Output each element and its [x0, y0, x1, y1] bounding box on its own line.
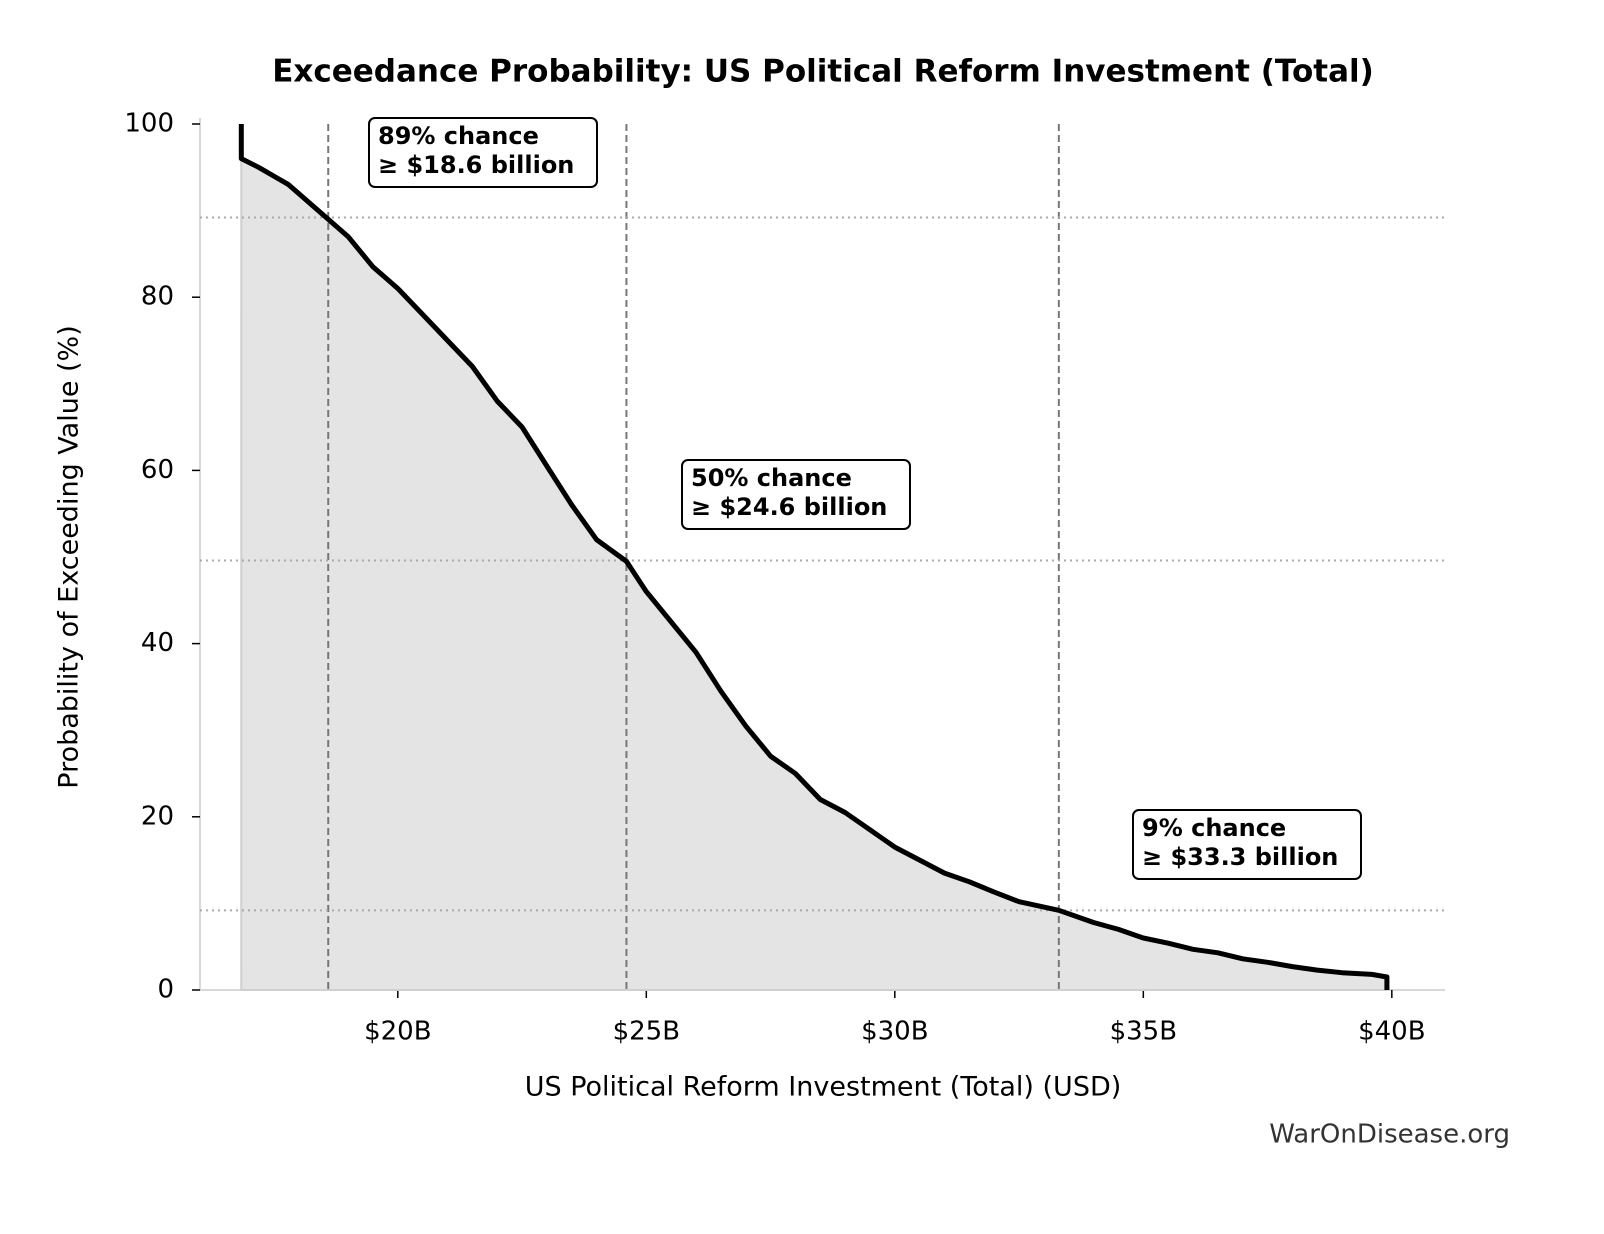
annotation-text: ≥ $33.3 billion: [1142, 843, 1338, 871]
y-axis-label: Probability of Exceeding Value (%): [54, 325, 85, 788]
x-tick-label: $20B: [364, 1017, 431, 1047]
x-tick-label: $40B: [1358, 1017, 1425, 1047]
y-tick-label: 80: [141, 282, 174, 312]
annotation-text: ≥ $18.6 billion: [378, 151, 574, 179]
y-tick-label: 100: [124, 109, 174, 139]
annotation-box: [681, 459, 911, 530]
exceedance-line: [238, 124, 1390, 990]
annotation-box: [1132, 809, 1362, 880]
source-label: WarOnDisease.org: [1269, 1120, 1510, 1150]
x-tick-label: $25B: [613, 1017, 680, 1047]
annotation-text: 9% chance: [1142, 814, 1286, 842]
annotation-text: 89% chance: [378, 122, 539, 150]
x-tick-label: $35B: [1110, 1017, 1177, 1047]
annotation-box: [368, 117, 598, 188]
annotation-text: ≥ $24.6 billion: [691, 493, 887, 521]
y-tick-label: 60: [141, 455, 174, 485]
chart-title: Exceedance Probability: US Political Ref…: [272, 54, 1374, 90]
y-tick-label: 0: [157, 975, 174, 1005]
x-axis-label: US Political Reform Investment (Total) (…: [525, 1072, 1122, 1103]
annotation-text: 50% chance: [691, 464, 852, 492]
y-tick-label: 20: [141, 801, 174, 831]
y-tick-label: 40: [141, 628, 174, 658]
x-tick-label: $30B: [861, 1017, 928, 1047]
